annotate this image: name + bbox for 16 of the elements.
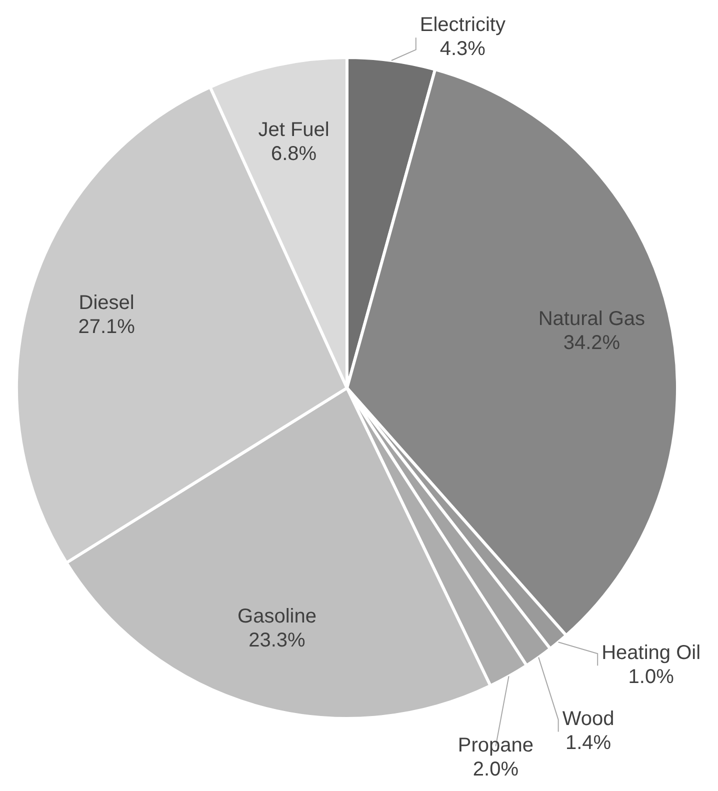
data-label: 27.1% — [78, 316, 136, 338]
slice-label: Electricity — [420, 14, 506, 36]
slice-label: Jet Fuel — [258, 119, 330, 142]
data-label: 1.0% — [628, 666, 674, 688]
data-label: 1.4% — [565, 732, 612, 754]
slice-label: Diesel — [78, 292, 134, 314]
data-label: 6.8% — [271, 143, 317, 166]
data-label: 23.3% — [248, 630, 306, 652]
slice-label: Natural Gas — [538, 308, 646, 330]
slice-label: Heating Oil — [602, 642, 701, 664]
data-label: 2.0% — [472, 758, 519, 781]
slice-label: Propane — [458, 734, 534, 757]
slice-label: Gasoline — [238, 606, 316, 628]
slice-label: Wood — [562, 708, 614, 730]
data-label: 34.2% — [563, 332, 620, 354]
data-label: 4.3% — [440, 38, 486, 60]
